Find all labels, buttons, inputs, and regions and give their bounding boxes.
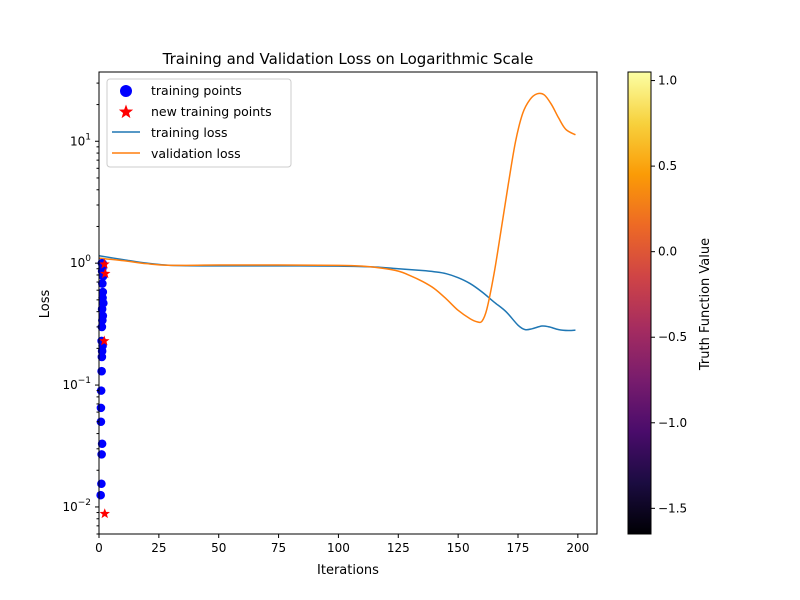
training-point xyxy=(98,279,107,288)
training-point xyxy=(97,322,107,332)
legend-label-new-training-points: new training points xyxy=(151,104,272,119)
y-tick-label: 100 xyxy=(70,254,91,270)
plot-lines xyxy=(99,92,576,332)
colorbar-tick-label: 0.5 xyxy=(658,159,677,173)
colorbar-tick-label: −1.5 xyxy=(658,501,687,515)
legend-marker-new-training-points xyxy=(118,104,134,119)
training-point xyxy=(97,479,106,489)
x-tick-label: 50 xyxy=(211,541,226,555)
legend-label-training-loss: training loss xyxy=(151,125,228,140)
series-line-training-loss xyxy=(99,255,576,332)
x-axis-label: Iterations xyxy=(317,563,379,578)
series-line-validation-loss xyxy=(99,92,576,324)
x-tick-label: 100 xyxy=(327,541,350,555)
new-training-point xyxy=(99,268,111,279)
training-point xyxy=(97,439,107,449)
x-tick-label: 150 xyxy=(447,541,470,555)
y-tick-label: 10−1 xyxy=(62,376,91,392)
colorbar-tick-label: 1.0 xyxy=(658,74,677,88)
plot-markers xyxy=(96,258,111,519)
training-point xyxy=(98,315,107,325)
plot-frame xyxy=(98,71,598,535)
legend-label-validation-loss: validation loss xyxy=(151,146,241,161)
colorbar-tick-label: −1.0 xyxy=(658,416,687,430)
y-axis: 10−2 10−1 100 101 xyxy=(62,82,99,535)
training-point xyxy=(97,352,107,362)
x-tick-label: 75 xyxy=(271,541,286,555)
legend-label-training-points: training points xyxy=(151,83,242,98)
new-training-point xyxy=(99,508,110,519)
new-training-point xyxy=(99,335,110,346)
x-tick-label: 200 xyxy=(566,541,589,555)
colorbar-tick-label: −0.5 xyxy=(658,330,687,344)
legend-box xyxy=(106,78,292,168)
legend: training points new training points trai… xyxy=(106,78,292,168)
colorbar-fill xyxy=(627,71,652,535)
y-tick-label: 101 xyxy=(70,132,91,148)
colorbar-tick-label: 0.0 xyxy=(658,245,677,259)
x-tick-label: 25 xyxy=(151,541,166,555)
training-point xyxy=(96,403,106,413)
chart-title: Training and Validation Loss on Logarith… xyxy=(162,50,534,68)
colorbar-ticks: 1.0 0.5 0.0 −0.5 −1.0 −1.5 xyxy=(651,74,687,515)
legend-marker-training-points xyxy=(120,85,132,97)
y-axis-label: Loss xyxy=(38,290,53,319)
x-axis: 0 25 50 75 100 125 150 175 200 xyxy=(95,534,589,555)
x-tick-label: 0 xyxy=(95,541,103,555)
x-tick-label: 125 xyxy=(387,541,410,555)
new-training-point xyxy=(99,258,110,269)
x-tick-label: 175 xyxy=(507,541,530,555)
training-point xyxy=(97,304,107,314)
colorbar-label: Truth Function Value xyxy=(698,238,713,371)
training-point xyxy=(96,490,105,500)
colorbar: 1.0 0.5 0.0 −0.5 −1.0 −1.5 Truth Function Val… xyxy=(627,71,713,535)
y-tick-label: 10−2 xyxy=(62,498,91,514)
